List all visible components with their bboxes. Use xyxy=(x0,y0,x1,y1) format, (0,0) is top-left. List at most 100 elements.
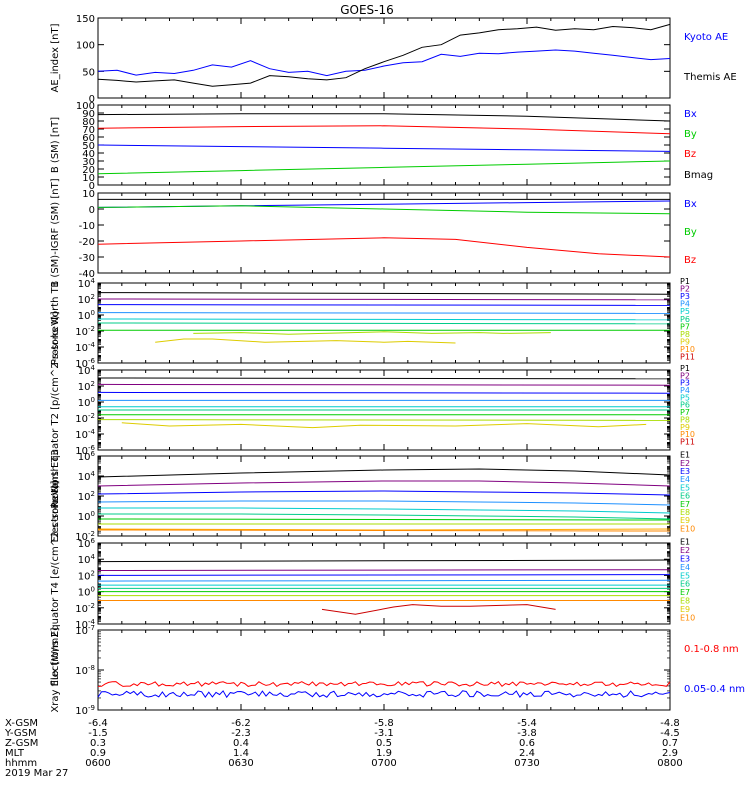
legend-bz-igrf: Bz xyxy=(684,255,696,266)
y-tick-label: 10-4 xyxy=(75,618,95,631)
legend-proton-channel: P8 xyxy=(680,330,690,339)
series-line-3-2 xyxy=(97,304,671,306)
y-tick-label: 10-2 xyxy=(75,412,95,425)
legend-proton-channel: P1 xyxy=(680,364,690,373)
ephemeris-row-label: Z-GSM xyxy=(5,738,38,749)
series-line-3-4 xyxy=(97,318,671,321)
series-line-3-7 xyxy=(193,331,551,335)
ephemeris-row-label: X-GSM xyxy=(5,718,38,729)
legend-electron-channel: E7 xyxy=(680,588,690,597)
y-axis-label: Xray flux [W/m2] xyxy=(50,627,61,712)
ephemeris-value: 0.4 xyxy=(233,738,249,749)
ephemeris-value: 0730 xyxy=(514,758,539,769)
series-line-3-0 xyxy=(97,292,671,295)
y-tick-label: 80 xyxy=(82,117,95,128)
ephemeris-value: -4.8 xyxy=(660,718,680,729)
legend-by-igrf: By xyxy=(684,227,697,238)
ephemeris-value: -3.1 xyxy=(374,728,394,739)
legend-proton-channel: P3 xyxy=(680,292,690,301)
y-tick-label: 10-6 xyxy=(75,357,95,370)
legend-electron-channel: E10 xyxy=(680,613,695,622)
y-axis-label: B (SM) [nT] xyxy=(50,117,61,173)
y-tick-label: 104 xyxy=(78,277,96,290)
legend-themis-ae: Themis AE xyxy=(683,72,737,83)
ephemeris-row-label: 2019 Mar 27 xyxy=(5,768,68,779)
series-line-5-1 xyxy=(97,480,671,487)
legend-proton-channel: P2 xyxy=(680,371,690,380)
y-tick-label: 102 xyxy=(78,380,95,393)
ephemeris-value: -6.4 xyxy=(88,718,108,729)
y-axis-label: Electrons North T3 xyxy=(50,449,61,542)
series-line-4-2 xyxy=(97,391,671,394)
legend-electron-channel: E7 xyxy=(680,500,690,509)
panel-frame-7 xyxy=(97,629,671,711)
y-tick-label: 100 xyxy=(78,510,95,523)
legend-proton-channel: P9 xyxy=(680,423,690,432)
legend-electron-channel: E9 xyxy=(680,516,690,525)
series-line-3-8 xyxy=(155,338,456,344)
legend-electron-channel: E4 xyxy=(680,475,690,484)
y-tick-label: 70 xyxy=(82,125,95,136)
y-tick-label: 100 xyxy=(76,41,95,52)
y-tick-label: 60 xyxy=(82,133,95,144)
series-line-4-8 xyxy=(121,422,647,429)
series-line-2-2 xyxy=(97,237,671,258)
y-tick-label: 150 xyxy=(76,14,95,25)
legend-bmag: Bmag xyxy=(684,170,713,181)
ephemeris-value: 0.7 xyxy=(662,738,678,749)
legend-electron-channel: E3 xyxy=(680,467,690,476)
legend-proton-channel: P11 xyxy=(680,352,695,361)
y-tick-label: 100 xyxy=(78,586,95,599)
panel-frame-1 xyxy=(97,104,671,186)
legend-xray-short: 0.05-0.4 nm xyxy=(684,684,745,695)
series-line-5-0 xyxy=(97,468,671,478)
series-line-5-2 xyxy=(97,490,671,496)
legend-bx: Bx xyxy=(684,109,697,120)
series-line-5-3 xyxy=(97,500,671,506)
ephemeris-value: -3.8 xyxy=(517,728,537,739)
legend-proton-channel: P3 xyxy=(680,379,690,388)
legend-proton-channel: P11 xyxy=(680,438,695,447)
legend-kyoto-ae: Kyoto AE xyxy=(684,32,728,43)
y-axis-label: AE_index [nT] xyxy=(50,23,61,92)
series-line-6-3 xyxy=(97,579,671,582)
series-line-1-0 xyxy=(97,144,671,152)
y-axis-label: Protons Equator T2 [p/(cm^2-s-sr-keV)] xyxy=(50,311,61,508)
legend-electron-channel: E2 xyxy=(680,459,690,468)
y-tick-label: -10 xyxy=(79,221,95,232)
ephemeris-row-label: Y-GSM xyxy=(4,728,37,739)
y-tick-label: 50 xyxy=(82,141,95,152)
y-tick-label: 104 xyxy=(78,364,96,377)
y-tick-label: 100 xyxy=(78,309,95,322)
ephemeris-row-label: hhmm xyxy=(5,758,37,769)
legend-proton-channel: P5 xyxy=(680,393,690,402)
y-tick-label: -40 xyxy=(79,269,95,280)
series-line-1-2 xyxy=(97,125,671,135)
y-tick-label: 102 xyxy=(78,293,95,306)
y-tick-label: 10-2 xyxy=(75,325,95,338)
series-line-6-0 xyxy=(97,559,671,563)
ephemeris-value: 0630 xyxy=(228,758,253,769)
ephemeris-value: -2.3 xyxy=(231,728,251,739)
legend-electron-channel: E6 xyxy=(680,580,690,589)
ephemeris-value: -1.5 xyxy=(88,728,108,739)
y-tick-label: 50 xyxy=(82,67,95,78)
y-tick-label: -30 xyxy=(79,253,95,264)
legend-proton-channel: P7 xyxy=(680,322,690,331)
y-axis-label: Electrons Equator T4 [e/(cm^2-s-sr-keV)] xyxy=(50,481,61,687)
ephemeris-value: -5.4 xyxy=(517,718,537,729)
ephemeris-value: -5.8 xyxy=(374,718,394,729)
series-line-2-1 xyxy=(97,205,671,215)
series-line-3-3 xyxy=(97,312,671,314)
ephemeris-value: -4.5 xyxy=(660,728,680,739)
legend-electron-channel: E8 xyxy=(680,597,690,606)
series-line-4-1 xyxy=(97,383,671,386)
ephemeris-value: 0.9 xyxy=(90,748,106,759)
ephemeris-value: 0.6 xyxy=(519,738,535,749)
legend-xray-long: 0.1-0.8 nm xyxy=(684,644,739,655)
series-line-5-6 xyxy=(97,518,671,521)
y-tick-label: 90 xyxy=(82,109,95,120)
y-tick-label: 20 xyxy=(82,165,95,176)
ephemeris-value: 2.4 xyxy=(519,748,535,759)
legend-proton-channel: P5 xyxy=(680,307,690,316)
